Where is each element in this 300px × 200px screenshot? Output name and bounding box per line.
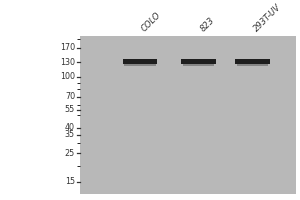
Text: COLO: COLO <box>140 10 163 33</box>
Bar <box>123 59 157 64</box>
Text: 35: 35 <box>65 130 75 139</box>
Bar <box>183 64 214 66</box>
Text: 823: 823 <box>198 16 216 33</box>
Text: 170: 170 <box>60 43 75 52</box>
Bar <box>181 59 216 64</box>
Bar <box>124 64 155 66</box>
Text: 15: 15 <box>65 177 75 186</box>
Text: 25: 25 <box>65 149 75 158</box>
Text: 40: 40 <box>65 123 75 132</box>
Bar <box>235 59 270 64</box>
Text: 293T-UV: 293T-UV <box>252 2 283 33</box>
Bar <box>237 64 268 66</box>
Text: 70: 70 <box>65 92 75 101</box>
Text: 55: 55 <box>65 105 75 114</box>
Text: 100: 100 <box>60 72 75 81</box>
Text: 130: 130 <box>60 58 75 67</box>
